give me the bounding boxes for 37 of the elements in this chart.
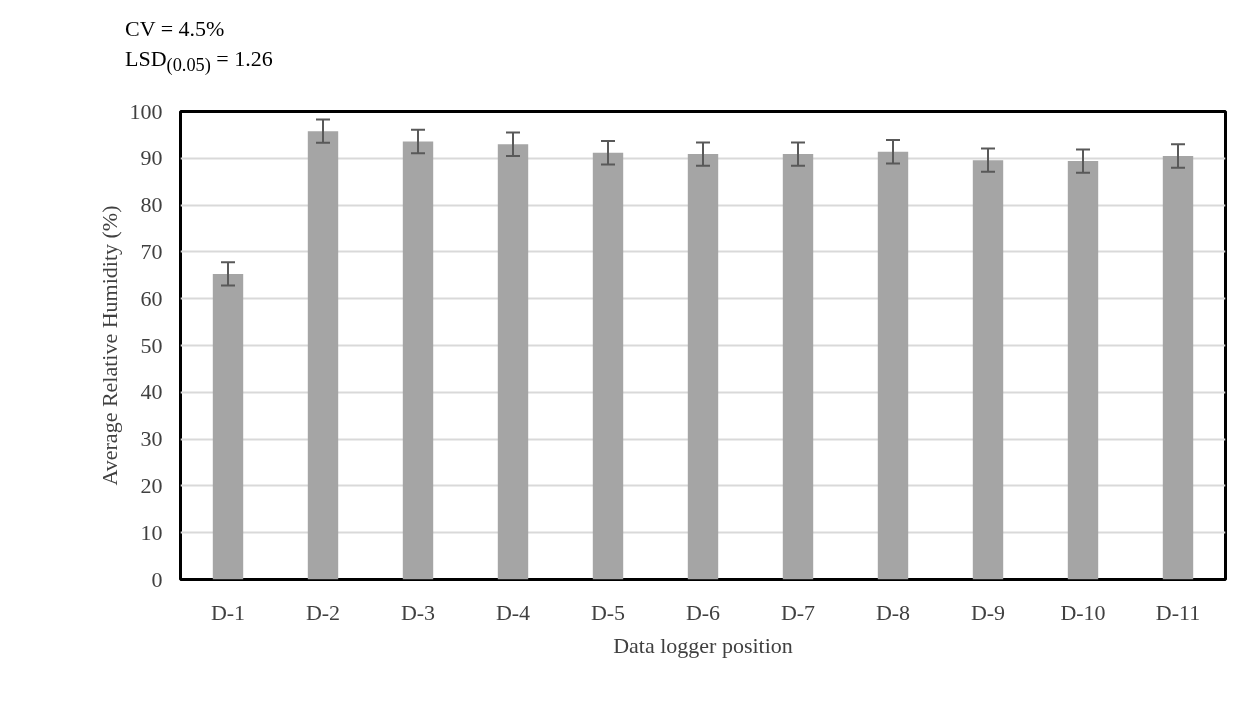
y-tick-label: 80 xyxy=(140,192,163,218)
x-tick-label: D-1 xyxy=(210,599,246,625)
bar xyxy=(402,141,434,580)
x-tick-label: D-4 xyxy=(495,599,531,625)
y-tick-label: 70 xyxy=(140,238,163,264)
bar xyxy=(877,151,909,580)
x-tick-label: D-11 xyxy=(1155,599,1201,625)
x-tick-label: D-5 xyxy=(590,599,626,625)
x-tick-label: D-2 xyxy=(305,599,341,625)
y-tick-label: 0 xyxy=(151,566,163,592)
y-tick-label: 30 xyxy=(140,426,163,452)
x-tick-label: D-8 xyxy=(875,599,911,625)
text: CV = 4.5% xyxy=(125,15,226,43)
y-tick-label: 10 xyxy=(140,519,163,545)
x-tick-label: D-10 xyxy=(1060,599,1106,625)
x-tick-label: D-3 xyxy=(400,599,436,625)
y-tick-label: 90 xyxy=(140,145,163,171)
y-tick-label: 20 xyxy=(140,472,163,498)
bar xyxy=(307,131,339,580)
y-tick-label: 50 xyxy=(140,332,163,358)
text: LSD$_{(0.05)}$ = 1.26 xyxy=(125,45,273,78)
bar xyxy=(687,154,719,580)
bar xyxy=(1162,155,1194,580)
y-tick-label: 40 xyxy=(140,379,163,405)
bar xyxy=(497,144,529,580)
x-tick-label: D-7 xyxy=(780,599,816,625)
bar xyxy=(1067,161,1099,580)
x-tick-label: D-9 xyxy=(970,599,1006,625)
x-tick-label: D-6 xyxy=(685,599,721,625)
y-tick-label: 60 xyxy=(140,285,163,311)
bar xyxy=(972,160,1004,580)
bar xyxy=(782,154,814,580)
bar xyxy=(212,273,244,580)
x-axis-title: Data logger position xyxy=(613,632,793,658)
y-tick-label: 100 xyxy=(129,98,163,124)
y-axis-title: Average Relative Humidity (%) xyxy=(96,205,122,486)
bar xyxy=(592,152,624,580)
